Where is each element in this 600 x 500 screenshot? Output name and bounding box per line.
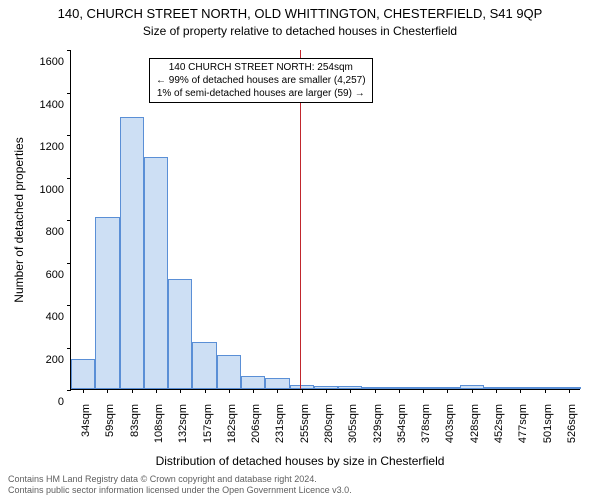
y-tick-mark [67, 305, 71, 306]
x-tick-mark [302, 389, 303, 393]
histogram-bar [120, 117, 144, 389]
x-tick-mark [253, 389, 254, 393]
histogram-bar [168, 279, 192, 390]
y-tick-mark [67, 135, 71, 136]
y-tick-mark [67, 50, 71, 51]
x-tick-label: 428sqm [469, 404, 481, 464]
x-tick-label: 526sqm [566, 404, 578, 464]
footer-attribution: Contains HM Land Registry data © Crown c… [8, 474, 352, 497]
x-tick-label: 182sqm [226, 404, 238, 464]
x-tick-label: 108sqm [153, 404, 165, 464]
x-tick-mark [350, 389, 351, 393]
x-tick-mark [472, 389, 473, 393]
x-tick-mark [205, 389, 206, 393]
x-tick-label: 354sqm [396, 404, 408, 464]
page-subtitle: Size of property relative to detached ho… [0, 24, 600, 38]
x-tick-label: 34sqm [80, 404, 92, 464]
x-tick-mark [520, 389, 521, 393]
x-tick-mark [569, 389, 570, 393]
x-tick-mark [277, 389, 278, 393]
annotation-line: 1% of semi-detached houses are larger (5… [156, 87, 366, 100]
x-tick-mark [423, 389, 424, 393]
y-tick-mark [67, 178, 71, 179]
x-tick-mark [83, 389, 84, 393]
x-tick-mark [496, 389, 497, 393]
annotation-line: 140 CHURCH STREET NORTH: 254sqm [156, 61, 366, 74]
x-tick-mark [229, 389, 230, 393]
x-tick-mark [447, 389, 448, 393]
x-tick-label: 206sqm [250, 404, 262, 464]
x-tick-label: 477sqm [517, 404, 529, 464]
x-tick-mark [375, 389, 376, 393]
histogram-bar [71, 359, 95, 389]
x-tick-mark [399, 389, 400, 393]
annotation-box: 140 CHURCH STREET NORTH: 254sqm← 99% of … [149, 58, 373, 103]
x-tick-label: 157sqm [202, 404, 214, 464]
x-tick-label: 59sqm [104, 404, 116, 464]
x-tick-label: 83sqm [129, 404, 141, 464]
y-tick-mark [67, 220, 71, 221]
x-tick-label: 378sqm [420, 404, 432, 464]
histogram-bar [95, 217, 119, 389]
y-tick-label: 400 [14, 311, 64, 323]
footer-line-1: Contains HM Land Registry data © Crown c… [8, 474, 352, 485]
x-tick-label: 403sqm [444, 404, 456, 464]
y-tick-label: 600 [14, 269, 64, 281]
x-tick-mark [132, 389, 133, 393]
x-tick-label: 501sqm [542, 404, 554, 464]
x-tick-label: 305sqm [347, 404, 359, 464]
x-tick-label: 452sqm [493, 404, 505, 464]
y-tick-mark [67, 263, 71, 264]
y-tick-label: 200 [14, 354, 64, 366]
x-tick-label: 231sqm [274, 404, 286, 464]
plot-rect: 140 CHURCH STREET NORTH: 254sqm← 99% of … [70, 50, 580, 390]
x-tick-label: 329sqm [372, 404, 384, 464]
x-tick-mark [326, 389, 327, 393]
y-tick-label: 1400 [14, 99, 64, 111]
y-tick-label: 0 [14, 396, 64, 408]
y-tick-mark [67, 390, 71, 391]
x-tick-mark [107, 389, 108, 393]
y-tick-mark [67, 348, 71, 349]
histogram-bar [265, 378, 289, 389]
x-tick-mark [180, 389, 181, 393]
x-tick-label: 255sqm [299, 404, 311, 464]
footer-line-2: Contains public sector information licen… [8, 485, 352, 496]
x-tick-label: 280sqm [323, 404, 335, 464]
annotation-line: ← 99% of detached houses are smaller (4,… [156, 74, 366, 87]
page-title: 140, CHURCH STREET NORTH, OLD WHITTINGTO… [0, 6, 600, 21]
y-tick-label: 1600 [14, 56, 64, 68]
histogram-bar [144, 157, 168, 389]
x-tick-label: 132sqm [177, 404, 189, 464]
histogram-bar [241, 376, 265, 389]
y-tick-label: 1000 [14, 184, 64, 196]
x-tick-mark [545, 389, 546, 393]
y-tick-label: 800 [14, 226, 64, 238]
histogram-bar [217, 355, 241, 389]
chart-area: 140 CHURCH STREET NORTH: 254sqm← 99% of … [70, 50, 580, 390]
histogram-bar [192, 342, 216, 389]
y-tick-label: 1200 [14, 141, 64, 153]
x-tick-mark [156, 389, 157, 393]
y-tick-mark [67, 93, 71, 94]
